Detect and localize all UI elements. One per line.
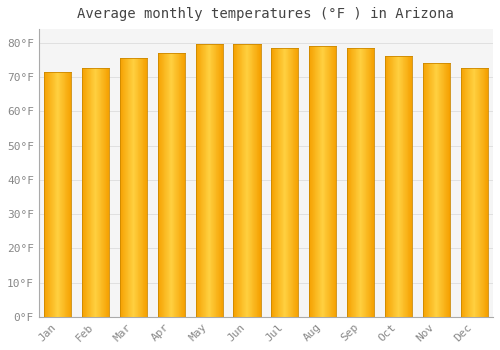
Title: Average monthly temperatures (°F ) in Arizona: Average monthly temperatures (°F ) in Ar… bbox=[78, 7, 454, 21]
